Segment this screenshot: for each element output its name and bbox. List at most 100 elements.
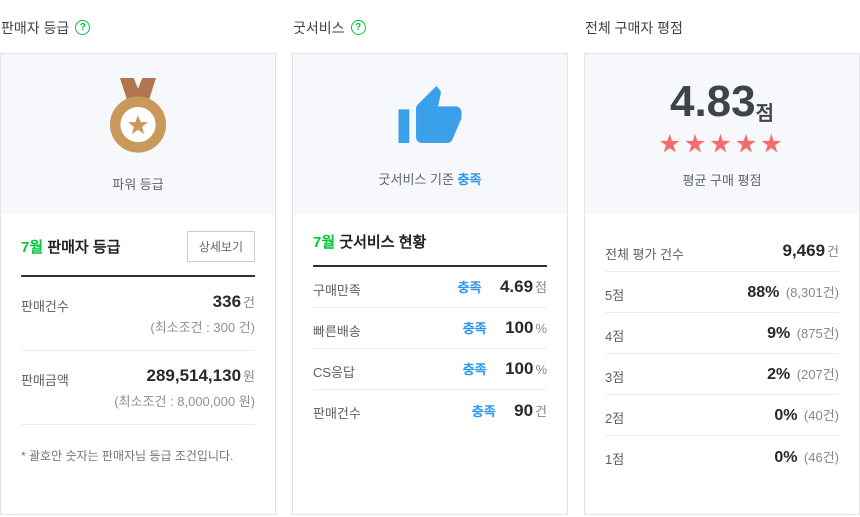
row-value-group: 2% (207건) xyxy=(767,364,839,384)
buyer-rating-title: 전체 구매자 평점 xyxy=(585,19,683,36)
status-badge: 충족 xyxy=(462,321,487,336)
status-badge: 충족 xyxy=(462,362,487,377)
row-condition: (최소조건 : 8,000,000 원) xyxy=(114,394,255,409)
grade-badge-caption: 파워 등급 xyxy=(112,177,164,192)
row-condition: (최소조건 : 300 건) xyxy=(150,320,255,335)
row-value: 9,469 xyxy=(782,241,826,260)
row-value-group: 충족 90 건 xyxy=(472,401,547,421)
row-percent: 9% xyxy=(767,325,791,342)
status-badge: 충족 xyxy=(471,403,496,419)
row-value-group: 충족 100% xyxy=(463,318,547,338)
row-value: 336 xyxy=(212,292,242,311)
seller-grade-badge-area: 파워 등급 xyxy=(1,54,275,214)
row-label: CS응답 xyxy=(313,364,355,380)
good-service-title: 굿서비스 xyxy=(293,19,345,36)
row-value: 4.69 xyxy=(499,277,534,296)
seller-grade-title-row: 판매자 등급 ? xyxy=(0,0,276,53)
row-label: 구매만족 xyxy=(313,282,361,298)
row-label: 빠른배송 xyxy=(313,323,361,339)
row-value: 100 xyxy=(505,359,534,378)
seller-grade-panel: 파워 등급 7월 판매자 등급 상세보기 판매건수 336 건 (최소조건 : 3… xyxy=(0,53,276,515)
row-label: 2점 xyxy=(605,410,625,426)
buyer-rating-column: 전체 구매자 평점 4.83 점 ★★★★★ 평균 구매 평점 전체 평가 건수 … xyxy=(584,0,860,515)
good-service-detail-head: 7월 굿서비스 현황 xyxy=(313,231,547,252)
buyer-rating-panel: 4.83 점 ★★★★★ 평균 구매 평점 전체 평가 건수 9,469 건 5점 … xyxy=(584,53,860,515)
average-score: 4.83 점 xyxy=(669,76,775,126)
row-unit: 건 xyxy=(535,403,547,419)
row-value: 100 xyxy=(505,318,534,337)
row-percent: 0% xyxy=(774,448,798,466)
help-icon[interactable]: ? xyxy=(350,20,366,35)
row-value-group: 9% (875건) xyxy=(767,323,839,343)
row-label: 판매건수 xyxy=(313,406,361,421)
status-badge: 충족 xyxy=(457,280,482,295)
row-value-group: 0% (46건) xyxy=(774,447,839,467)
row-value-group: 289,514,130 원 (최소조건 : 8,000,000 원) xyxy=(114,366,255,410)
row-count: (8,301건) xyxy=(785,285,839,300)
rating-3-row: 3점 2% (207건) xyxy=(605,354,839,395)
row-percent: 88% xyxy=(747,284,780,301)
sales-count-row: 판매건수 충족 90 건 xyxy=(313,390,547,431)
fast-shipping-row: 빠른배송 충족 100% xyxy=(313,308,547,349)
buyer-rating-title-row: 전체 구매자 평점 xyxy=(584,0,860,53)
row-value-group: 336 건 (최소조건 : 300 건) xyxy=(150,292,255,336)
sales-amount-row: 판매금액 289,514,130 원 (최소조건 : 8,000,000 원) xyxy=(21,351,255,425)
good-service-panel: 굿서비스 기준 충족 7월 굿서비스 현황 구매만족 충족 4.69 점 빠른배송 xyxy=(292,53,568,515)
row-label: 판매금액 xyxy=(21,373,69,388)
row-value-group: 9,469 건 xyxy=(782,241,839,261)
help-icon[interactable]: ? xyxy=(75,20,91,35)
row-label: 전체 평가 건수 xyxy=(605,246,684,262)
row-count: (207건) xyxy=(796,367,839,382)
row-percent: 2% xyxy=(767,366,791,383)
row-label: 판매건수 xyxy=(21,299,69,314)
rating-4-row: 4점 9% (875건) xyxy=(605,313,839,354)
good-service-heading: 7월 굿서비스 현황 xyxy=(313,234,427,251)
sales-count-row: 판매건수 336 건 (최소조건 : 300 건) xyxy=(21,277,255,351)
total-reviews-row: 전체 평가 건수 9,469 건 xyxy=(605,231,839,272)
cs-response-row: CS응답 충족 100% xyxy=(313,349,547,390)
row-unit: 건 xyxy=(243,295,255,310)
average-score-caption: 평균 구매 평점 xyxy=(682,172,762,188)
row-label: 1점 xyxy=(605,452,625,467)
good-service-badge-area: 굿서비스 기준 충족 xyxy=(293,54,567,214)
row-percent: 0% xyxy=(774,407,798,424)
star-rating-icons: ★★★★★ xyxy=(658,129,786,158)
seller-grade-column: 판매자 등급 ? 파워 등급 7월 판매자 등급 상세보기 xyxy=(0,0,276,515)
good-service-detail: 7월 굿서비스 현황 구매만족 충족 4.69 점 빠른배송 충족 100% xyxy=(293,214,567,514)
good-service-column: 굿서비스 ? 굿서비스 기준 충족 7월 굿서비스 현황 구매만족 xyxy=(292,0,568,515)
seller-grade-detail-head: 7월 판매자 등급 상세보기 xyxy=(21,231,255,262)
buyer-rating-detail: 전체 평가 건수 9,469 건 5점 88% (8,301건) 4점 9% xyxy=(585,214,859,514)
row-value-group: 88% (8,301건) xyxy=(747,282,839,302)
thumbs-up-icon xyxy=(394,80,466,157)
seller-grade-detail: 7월 판매자 등급 상세보기 판매건수 336 건 (최소조건 : 300 건) … xyxy=(1,214,275,514)
row-label: 4점 xyxy=(605,328,625,344)
month-label: 7월 xyxy=(21,239,44,256)
rating-1-row: 1점 0% (46건) xyxy=(605,436,839,477)
good-service-status: 충족 xyxy=(457,172,482,187)
divider xyxy=(21,275,255,277)
row-unit: 건 xyxy=(827,244,839,259)
grade-footnote: * 괄호안 숫자는 판매자님 등급 조건입니다. xyxy=(21,449,234,463)
purchase-satisfaction-row: 구매만족 충족 4.69 점 xyxy=(313,267,547,308)
row-value-group: 충족 4.69 점 xyxy=(458,277,547,297)
rating-5-row: 5점 88% (8,301건) xyxy=(605,272,839,313)
row-label: 3점 xyxy=(605,369,625,385)
rating-2-row: 2점 0% (40건) xyxy=(605,395,839,436)
row-value-group: 충족 100% xyxy=(463,359,547,379)
row-value: 289,514,130 xyxy=(146,366,242,385)
buyer-rating-score-area: 4.83 점 ★★★★★ 평균 구매 평점 xyxy=(585,54,859,214)
row-count: (46건) xyxy=(803,449,839,465)
row-value: 90 xyxy=(514,400,534,420)
score-unit: 점 xyxy=(755,102,775,125)
score-value: 4.83 xyxy=(669,76,756,126)
row-unit: % xyxy=(535,321,547,336)
detail-view-button[interactable]: 상세보기 xyxy=(186,231,255,262)
row-value-group: 0% (40건) xyxy=(774,405,839,425)
good-service-caption: 굿서비스 기준 충족 xyxy=(378,172,482,187)
row-count: (875건) xyxy=(796,326,839,341)
row-label: 5점 xyxy=(605,287,625,303)
seller-grade-title: 판매자 등급 xyxy=(1,19,70,36)
medal-icon xyxy=(100,75,176,162)
good-service-title-row: 굿서비스 ? xyxy=(292,0,568,53)
